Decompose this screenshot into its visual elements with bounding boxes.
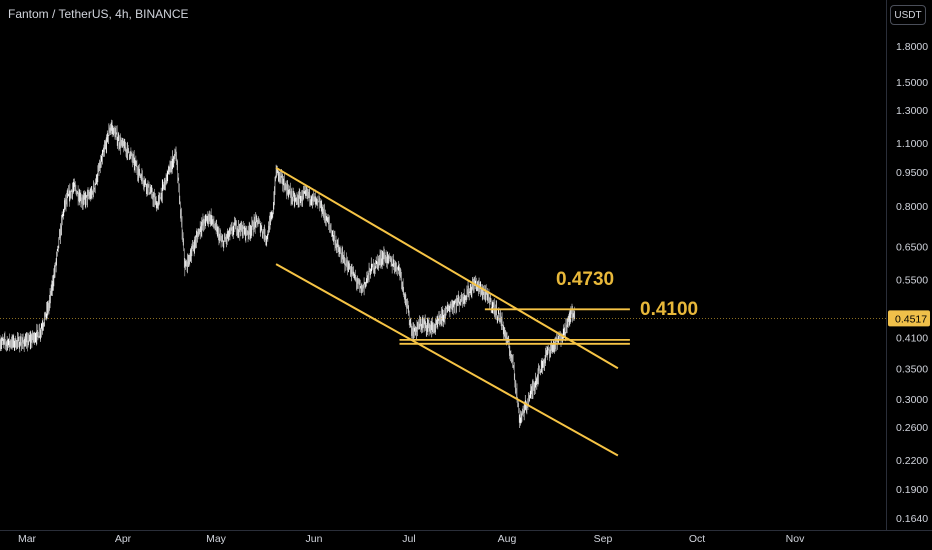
price-tick-label: 0.3500 bbox=[896, 364, 928, 376]
time-tick-label: Aug bbox=[498, 533, 517, 545]
time-tick-label: Oct bbox=[689, 533, 705, 545]
lower-trendline bbox=[275, 263, 619, 457]
price-axis[interactable]: 1.8000 1.5000 1.3000 1.1000 0.9500 0.8000 0.65… bbox=[886, 0, 931, 530]
price-tick-label: 0.3000 bbox=[896, 394, 928, 406]
price-tick-label: 0.4100 bbox=[896, 332, 928, 344]
candles-layer bbox=[0, 119, 576, 428]
last-price-label: 0.4517 bbox=[895, 313, 927, 325]
price-annotation-label: 0.4730 bbox=[556, 269, 614, 290]
price-tick-label: 0.1640 bbox=[896, 513, 928, 525]
price-tick-label: 0.8000 bbox=[896, 201, 928, 213]
price-annotation-label: 0.4100 bbox=[640, 299, 698, 320]
price-tick-label: 1.8000 bbox=[896, 41, 928, 53]
price-tick-label: 0.2600 bbox=[896, 422, 928, 434]
price-tick-label: 1.3000 bbox=[896, 105, 928, 117]
time-axis[interactable]: Mar Apr May Jun Jul Aug Sep Oct Nov bbox=[0, 530, 932, 546]
last-price-tag bbox=[888, 310, 930, 327]
price-tick-label: 1.1000 bbox=[896, 138, 928, 150]
drawings-layer: 0.4730 0.4100 bbox=[0, 166, 886, 457]
time-tick-label: May bbox=[206, 533, 227, 545]
time-tick-label: Jul bbox=[402, 533, 415, 545]
price-tick-label: 0.1900 bbox=[896, 484, 928, 496]
price-tick-label: 1.5000 bbox=[896, 77, 928, 89]
price-tick-label: 0.5500 bbox=[896, 275, 928, 287]
price-tick-label: 0.2200 bbox=[896, 455, 928, 467]
symbol-title: Fantom / TetherUS, 4h, BINANCE bbox=[8, 7, 189, 21]
currency-selector-button[interactable]: USDT bbox=[890, 5, 926, 25]
upper-trendline bbox=[275, 166, 619, 370]
price-tick-label: 0.6500 bbox=[896, 242, 928, 254]
time-tick-label: Apr bbox=[115, 533, 132, 545]
time-tick-label: Nov bbox=[786, 533, 805, 545]
time-tick-label: Mar bbox=[18, 533, 37, 545]
time-tick-label: Jun bbox=[306, 533, 323, 545]
price-tick-label: 0.9500 bbox=[896, 167, 928, 179]
time-tick-label: Sep bbox=[594, 533, 613, 545]
